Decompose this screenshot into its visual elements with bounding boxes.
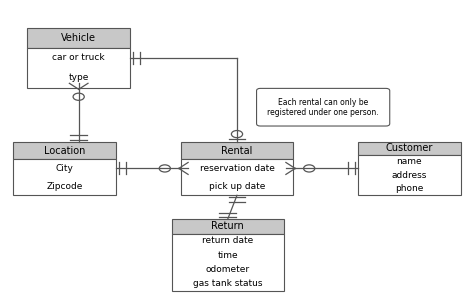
Text: type: type xyxy=(68,73,89,82)
Text: gas tank status: gas tank status xyxy=(193,279,263,288)
Text: name: name xyxy=(396,157,422,166)
FancyBboxPatch shape xyxy=(13,159,116,195)
Text: address: address xyxy=(392,171,427,180)
Text: car or truck: car or truck xyxy=(52,53,105,62)
Text: odometer: odometer xyxy=(206,265,250,274)
FancyBboxPatch shape xyxy=(358,155,461,195)
Text: Rental: Rental xyxy=(221,146,253,156)
Text: return date: return date xyxy=(202,236,253,245)
Text: Zipcode: Zipcode xyxy=(46,182,83,191)
Text: Customer: Customer xyxy=(386,143,433,153)
Text: phone: phone xyxy=(395,184,423,193)
Text: time: time xyxy=(218,251,238,259)
FancyBboxPatch shape xyxy=(256,88,390,126)
FancyBboxPatch shape xyxy=(27,48,130,88)
FancyBboxPatch shape xyxy=(172,234,283,291)
FancyBboxPatch shape xyxy=(27,28,130,48)
Text: Each rental can only be
registered under one person.: Each rental can only be registered under… xyxy=(267,98,379,117)
FancyBboxPatch shape xyxy=(358,142,461,155)
FancyBboxPatch shape xyxy=(181,159,293,195)
Text: pick up date: pick up date xyxy=(209,182,265,191)
Text: Location: Location xyxy=(44,146,85,156)
FancyBboxPatch shape xyxy=(13,142,116,159)
Text: Vehicle: Vehicle xyxy=(61,33,96,43)
FancyBboxPatch shape xyxy=(181,142,293,159)
Text: reservation date: reservation date xyxy=(200,164,274,173)
Text: City: City xyxy=(56,164,73,173)
FancyBboxPatch shape xyxy=(172,219,283,234)
Text: Return: Return xyxy=(211,221,244,231)
